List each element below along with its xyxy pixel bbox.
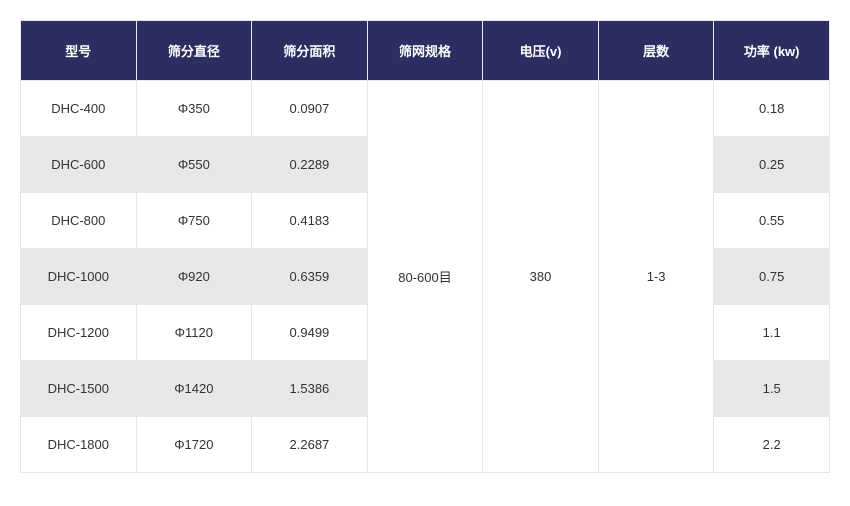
cell-model: DHC-1800	[21, 417, 137, 473]
cell-diameter: Φ550	[136, 137, 252, 193]
col-power: 功率 (kw)	[714, 21, 830, 81]
cell-diameter: Φ1720	[136, 417, 252, 473]
cell-voltage: 380	[483, 81, 599, 473]
cell-diameter: Φ920	[136, 249, 252, 305]
cell-power: 2.2	[714, 417, 830, 473]
cell-mesh-spec: 80-600目	[367, 81, 483, 473]
table-row: DHC-400 Φ350 0.0907 80-600目 380 1-3 0.18	[21, 81, 830, 137]
col-diameter: 筛分直径	[136, 21, 252, 81]
cell-area: 0.4183	[252, 193, 368, 249]
cell-power: 0.25	[714, 137, 830, 193]
cell-model: DHC-1500	[21, 361, 137, 417]
cell-diameter: Φ1420	[136, 361, 252, 417]
cell-power: 1.1	[714, 305, 830, 361]
col-voltage: 电压(v)	[483, 21, 599, 81]
col-model: 型号	[21, 21, 137, 81]
cell-area: 2.2687	[252, 417, 368, 473]
cell-model: DHC-1000	[21, 249, 137, 305]
col-area: 筛分面积	[252, 21, 368, 81]
col-mesh: 筛网规格	[367, 21, 483, 81]
header-row: 型号 筛分直径 筛分面积 筛网规格 电压(v) 层数 功率 (kw)	[21, 21, 830, 81]
cell-area: 0.2289	[252, 137, 368, 193]
cell-model: DHC-600	[21, 137, 137, 193]
cell-model: DHC-1200	[21, 305, 137, 361]
spec-table: 型号 筛分直径 筛分面积 筛网规格 电压(v) 层数 功率 (kw) DHC-4…	[20, 20, 830, 473]
cell-model: DHC-400	[21, 81, 137, 137]
cell-power: 0.18	[714, 81, 830, 137]
cell-power: 0.75	[714, 249, 830, 305]
cell-layers: 1-3	[598, 81, 714, 473]
cell-power: 1.5	[714, 361, 830, 417]
cell-diameter: Φ750	[136, 193, 252, 249]
cell-area: 1.5386	[252, 361, 368, 417]
cell-area: 0.0907	[252, 81, 368, 137]
cell-diameter: Φ350	[136, 81, 252, 137]
cell-diameter: Φ1120	[136, 305, 252, 361]
cell-model: DHC-800	[21, 193, 137, 249]
col-layers: 层数	[598, 21, 714, 81]
cell-area: 0.9499	[252, 305, 368, 361]
cell-power: 0.55	[714, 193, 830, 249]
cell-area: 0.6359	[252, 249, 368, 305]
